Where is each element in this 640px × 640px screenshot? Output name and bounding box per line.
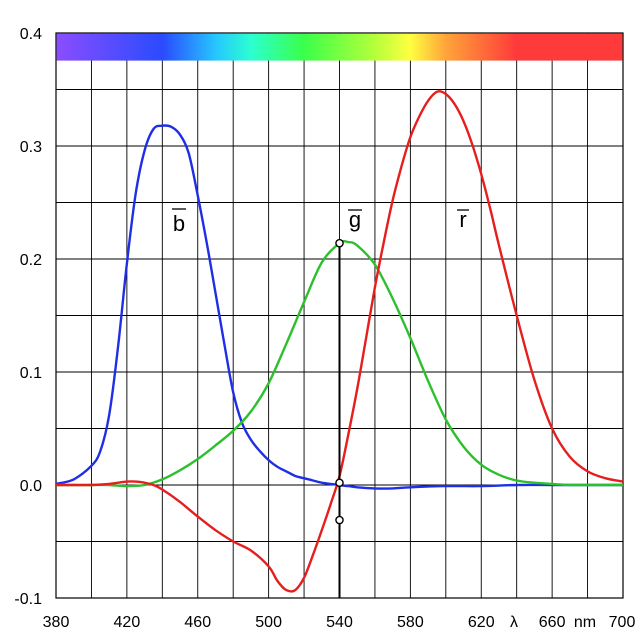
x-tick-label: 500 (255, 614, 282, 631)
series-label-g: g (349, 207, 361, 232)
series-labels: b g r (172, 207, 469, 236)
x-tick-label: 700 (609, 614, 636, 631)
series-line-b (55, 124, 623, 490)
series-lines (55, 90, 624, 593)
y-tick-label: 0.4 (20, 26, 42, 43)
x-tick-label: 460 (184, 614, 211, 631)
x-tick-label: 380 (43, 614, 70, 631)
marker-point-r (335, 515, 344, 525)
y-axis-ticks: -0.1 0.0 0.1 0.2 0.3 0.4 (14, 26, 42, 608)
series-label-b: b (173, 211, 185, 236)
y-tick-label: 0.2 (20, 252, 42, 269)
wavelength-marker (335, 238, 344, 598)
x-tick-label: 540 (326, 614, 353, 631)
series-line-g (56, 240, 623, 488)
marker-point-g (335, 238, 344, 248)
y-tick-label: -0.1 (14, 591, 42, 608)
x-tick-label: 420 (114, 614, 141, 631)
series-line-r (56, 90, 624, 593)
x-axis-ticks: 380 420 460 500 540 580 620 660 700 (43, 614, 636, 631)
series-label-r: r (459, 207, 466, 232)
x-axis-label: λ (510, 614, 518, 631)
y-tick-label: 0.1 (20, 365, 42, 382)
spectrum-band (56, 33, 623, 61)
x-tick-label: 620 (468, 614, 495, 631)
y-tick-label: 0.0 (20, 478, 42, 495)
x-axis-unit: nm (574, 614, 596, 631)
marker-point-b (335, 478, 344, 488)
x-tick-label: 580 (397, 614, 424, 631)
x-tick-label: 660 (539, 614, 566, 631)
y-tick-label: 0.3 (20, 139, 42, 156)
